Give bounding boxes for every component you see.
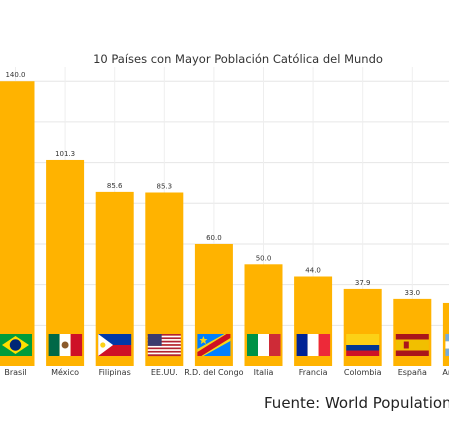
data-labels: 140.0 101.3 85.6 85.3 60.0 50.0 44.0 37.9 33.0 <box>5 71 420 297</box>
source-note: Fuente: World Population <box>264 394 449 412</box>
x-tick-labels: Brasil México Filipinas EE.UU. R.D. del Cong… <box>4 367 449 377</box>
brazil-flag-icon <box>0 334 32 356</box>
data-label-7: 37.9 <box>355 279 371 287</box>
data-label-2: 85.6 <box>107 182 123 190</box>
italy-flag-icon <box>247 334 281 356</box>
x-tick-label-9: Argentina <box>442 368 449 377</box>
chart-title: 10 Países con Mayor Población Católica d… <box>93 52 383 66</box>
x-tick-label-3: EE.UU. <box>151 368 178 377</box>
x-tick-label-0: Brasil <box>4 368 26 377</box>
spain-flag-icon <box>395 334 429 356</box>
dr-congo-flag-icon <box>197 334 231 356</box>
data-label-0: 140.0 <box>5 71 25 79</box>
flags <box>0 334 449 357</box>
colombia-flag-icon <box>346 334 380 356</box>
x-tick-label-1: México <box>51 367 79 377</box>
data-label-3: 85.3 <box>157 182 173 190</box>
x-tick-label-8: España <box>398 368 427 377</box>
data-label-1: 101.3 <box>55 150 75 158</box>
data-label-5: 50.0 <box>256 254 272 262</box>
x-tick-label-2: Filipinas <box>99 368 131 377</box>
philippines-flag-icon <box>98 334 132 356</box>
mexico-flag-icon <box>48 334 83 356</box>
x-tick-label-5: Italia <box>254 368 274 377</box>
data-label-8: 33.0 <box>405 289 421 297</box>
x-tick-label-6: Francia <box>299 368 328 377</box>
usa-flag-icon <box>147 334 181 357</box>
data-label-4: 60.0 <box>206 234 222 242</box>
bars <box>0 81 449 366</box>
x-tick-label-4: R.D. del Congo <box>184 368 243 377</box>
france-flag-icon <box>296 334 331 356</box>
data-label-6: 44.0 <box>305 267 321 275</box>
bar-0 <box>0 81 35 366</box>
bar-1 <box>46 159 85 366</box>
x-tick-label-7: Colombia <box>344 368 382 377</box>
argentina-flag-icon <box>445 334 449 356</box>
